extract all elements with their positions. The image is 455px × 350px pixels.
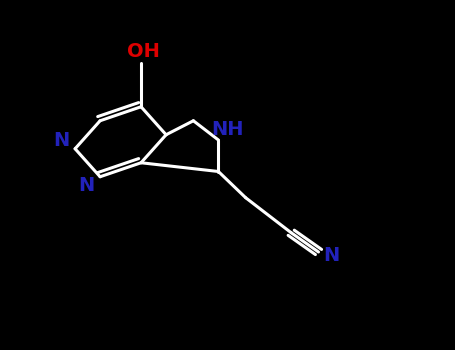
Text: N: N	[53, 131, 70, 149]
Text: N: N	[323, 246, 339, 265]
Text: OH: OH	[127, 42, 160, 61]
Text: NH: NH	[211, 120, 244, 139]
Text: N: N	[78, 176, 95, 195]
